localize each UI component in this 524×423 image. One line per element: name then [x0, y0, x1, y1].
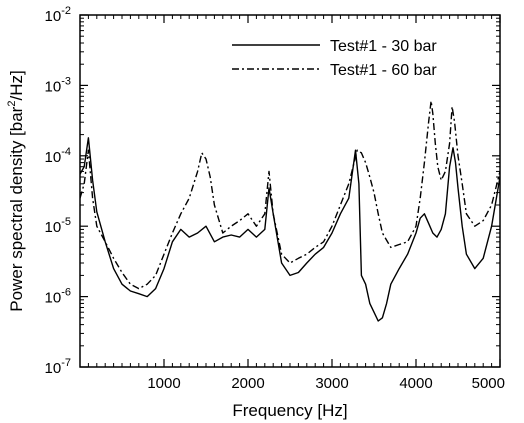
x-tick-label: 2000: [231, 375, 264, 392]
axes-layer: 1000 2000 3000 4000 5000 10-7 10-6 10-5 10-4 10-3…: [45, 5, 505, 392]
x-axis-label: Frequency [Hz]: [232, 401, 347, 420]
y-tick-label: 10-5: [45, 216, 71, 236]
x-tick-label: 4000: [399, 375, 432, 392]
legend-label-1: Test#1 - 30 bar: [330, 38, 437, 55]
series-line-2: [80, 100, 500, 290]
legend-label-2: Test#1 - 60 bar: [330, 62, 437, 79]
y-tick-label: 10-6: [45, 287, 71, 307]
y-tick-label: 10-7: [45, 357, 71, 377]
legend: Test#1 - 30 bar Test#1 - 60 bar: [232, 38, 437, 79]
x-tick-label: 5000: [472, 375, 505, 392]
x-tick-label: 3000: [315, 375, 348, 392]
x-tick-label: 1000: [147, 375, 180, 392]
y-axis-label: Power spectral density [bar2/Hz]: [6, 70, 26, 311]
y-tick-label: 10-3: [45, 75, 71, 95]
series-line-1: [80, 137, 500, 322]
y-tick-label: 10-4: [45, 146, 71, 166]
series-layer: [80, 100, 500, 322]
plot-frame: [79, 14, 501, 368]
y-tick-label: 10-2: [45, 5, 71, 25]
